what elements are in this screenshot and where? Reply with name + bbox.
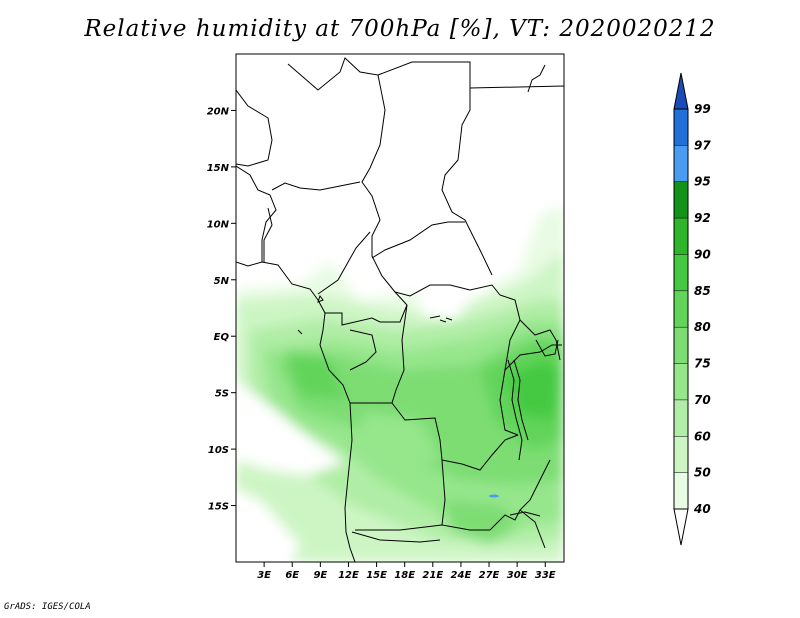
lat-tick-label: 15N: [207, 163, 230, 174]
colorbar-box: [674, 472, 688, 509]
map-title: Relative humidity at 700hPa [%], VT: 202…: [84, 16, 716, 42]
colorbar-label: 95: [694, 175, 711, 189]
colorbar-label: 90: [694, 247, 711, 261]
colorbar-arrow-low: [673, 508, 689, 546]
country-borders: [236, 57, 564, 562]
colorbar-box: [674, 218, 688, 255]
lon-tick-label: 24E: [451, 570, 472, 581]
colorbar-arrow-high: [673, 72, 689, 110]
lat-tick-label: 10N: [207, 219, 230, 230]
colorbar-label: 99: [694, 102, 711, 116]
grads-credit: GrADS: IGES/COLA: [4, 602, 91, 612]
lon-tick-label: 9E: [313, 570, 327, 581]
lon-tick-label: 15E: [366, 570, 387, 581]
colorbar-box: [674, 109, 688, 146]
lon-tick-label: 33E: [535, 570, 556, 581]
colorbar-label: 92: [694, 211, 711, 225]
colorbar-box: [674, 290, 688, 328]
colorbar-box: [674, 327, 688, 364]
humidity-field: [236, 54, 564, 562]
colorbar-label: 50: [694, 466, 711, 480]
colorbar-label: 70: [694, 393, 711, 407]
latitude-axis: 20N 15N 10N 5N EQ 5S 10S 15S: [207, 106, 236, 513]
colorbar: 40 50 60 70 75 80 85 90 92 95 97 99: [673, 72, 711, 546]
lon-tick-label: 30E: [507, 570, 528, 581]
colorbar-label: 85: [694, 284, 711, 298]
colorbar-label: 97: [694, 138, 711, 152]
saturated-spot: [489, 494, 499, 498]
lon-tick-label: 12E: [338, 570, 359, 581]
lat-tick-label: 10S: [208, 445, 229, 456]
colorbar-label: 60: [694, 429, 711, 443]
lon-tick-label: 21E: [422, 570, 443, 581]
colorbar-box: [674, 254, 688, 291]
colorbar-box: [674, 399, 688, 437]
lon-tick-label: 3E: [257, 570, 271, 581]
colorbar-box: [674, 363, 688, 400]
colorbar-box: [674, 181, 688, 219]
colorbar-label: 80: [694, 320, 711, 334]
colorbar-label: 75: [694, 357, 711, 371]
lat-tick-label: 5S: [215, 389, 229, 400]
lon-tick-label: 18E: [394, 570, 415, 581]
lat-tick-label: 20N: [207, 106, 230, 117]
colorbar-label: 40: [693, 502, 711, 516]
lon-tick-label: 27E: [479, 570, 500, 581]
lon-tick-label: 6E: [285, 570, 299, 581]
lat-tick-label: 15S: [208, 502, 229, 513]
colorbar-box: [674, 436, 688, 473]
longitude-axis: 3E 6E 9E 12E 15E 18E 21E 24E 27E 30E 33E: [257, 562, 556, 581]
map-frame: [235, 53, 565, 563]
lat-tick-label: 5N: [214, 276, 230, 287]
colorbar-box: [674, 145, 688, 182]
lat-tick-label: EQ: [214, 332, 230, 343]
